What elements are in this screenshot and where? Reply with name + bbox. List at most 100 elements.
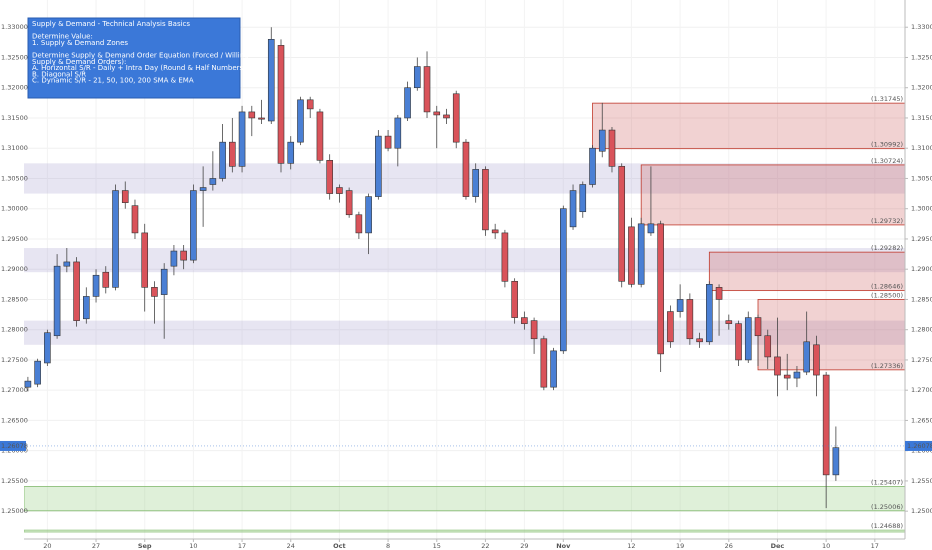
y-tick-label-left: 1.29500	[1, 235, 28, 243]
candle-body	[482, 169, 489, 231]
x-tick-label: 10	[189, 542, 197, 550]
candle-body	[345, 190, 353, 216]
candle-body	[472, 169, 479, 197]
candle-body	[628, 226, 635, 285]
candle-body	[423, 66, 431, 113]
candle-body	[53, 265, 61, 337]
candle-body	[637, 223, 645, 285]
annotation-line: C. Dynamic S/R - 21, 50, 100, 200 SMA & …	[32, 77, 194, 85]
annotation-line: 1. Supply & Demand Zones	[32, 39, 128, 47]
candle-body	[219, 141, 226, 179]
zone-label: (1.28646)	[871, 283, 903, 291]
candle-body	[462, 141, 470, 197]
y-tick-label-left: 1.28000	[1, 326, 28, 334]
y-tick-label-left: 1.27500	[1, 356, 28, 364]
y-tick-label-left: 1.25500	[1, 477, 28, 485]
last-price-badge-left	[0, 440, 26, 451]
candle-body	[696, 338, 703, 343]
candle-body	[83, 296, 90, 320]
candle-body	[735, 323, 742, 361]
x-tick-label: 17	[871, 542, 879, 550]
candle-body	[686, 299, 694, 340]
candle-body	[316, 111, 324, 161]
y-tick-label: 1.25000	[911, 507, 932, 515]
candle-body	[540, 338, 548, 388]
y-tick-label-left: 1.27000	[1, 386, 28, 394]
y-tick-label-left: 1.30000	[1, 205, 28, 213]
last-price-label-left: 1.26078	[1, 442, 28, 450]
supply-zone	[592, 102, 905, 150]
candle-body	[715, 287, 723, 300]
x-tick-label: 22	[481, 542, 489, 550]
y-tick-label: 1.28000	[911, 326, 932, 334]
candle-body	[365, 196, 372, 234]
candle-body	[394, 117, 402, 149]
candle-body	[63, 261, 71, 267]
candle-body	[783, 374, 791, 379]
candle-body	[190, 190, 197, 261]
candle-body	[384, 135, 392, 149]
zone-label: (1.28500)	[871, 291, 903, 299]
candle-body	[511, 280, 518, 318]
candle-body	[112, 190, 119, 288]
candle-body	[550, 350, 557, 388]
candle-body	[813, 344, 820, 376]
candle-body	[160, 268, 168, 295]
level-label: (1.24688)	[871, 522, 903, 530]
y-tick-label: 1.29000	[911, 265, 932, 273]
y-tick-label-left: 1.25000	[1, 507, 28, 515]
zone-label: (1.25407)	[871, 479, 903, 487]
y-tick-label: 1.33000	[911, 23, 932, 31]
x-tick-label: 26	[725, 542, 733, 550]
candle-body	[608, 129, 616, 167]
plot-area	[24, 0, 905, 539]
y-tick-label-left: 1.31000	[1, 144, 28, 152]
x-tick-label: 19	[676, 542, 684, 550]
candle-body	[258, 117, 265, 120]
y-tick-label: 1.25500	[911, 477, 932, 485]
x-tick-label: Nov	[556, 542, 571, 550]
y-tick-label-left: 1.32500	[1, 53, 28, 61]
y-tick-label-left: 1.28500	[1, 295, 28, 303]
candle-body	[706, 284, 713, 343]
candle-body	[121, 190, 129, 203]
candle-body	[667, 311, 674, 343]
candle-body	[248, 111, 256, 119]
candle-body	[73, 261, 80, 321]
candle-body	[560, 208, 567, 352]
annotation-line: B. Diagonal S/R	[32, 70, 86, 78]
candle-body	[375, 135, 382, 197]
candle-body	[404, 87, 411, 119]
candle-body	[452, 93, 460, 143]
last-price-label: 1.26078	[907, 442, 932, 450]
zone-label: (1.25006)	[871, 503, 903, 511]
y-tick-label: 1.32000	[911, 84, 932, 92]
candle-body	[754, 317, 762, 337]
x-tick-label: Oct	[333, 542, 346, 550]
candle-body	[530, 320, 538, 340]
candle-body	[92, 274, 100, 297]
y-tick-label-left: 1.26500	[1, 416, 28, 424]
candle-body	[306, 99, 314, 110]
candle-body	[180, 250, 187, 261]
y-tick-label-left: 1.33000	[1, 23, 28, 31]
y-tick-label: 1.27000	[911, 386, 932, 394]
y-tick-label: 1.29500	[911, 235, 932, 243]
supply-zone	[640, 164, 905, 226]
candle-body	[491, 229, 499, 234]
y-tick-label-left: 1.30500	[1, 174, 28, 182]
candle-body	[287, 141, 295, 164]
candle-body	[34, 360, 41, 385]
candle-body	[170, 250, 178, 267]
x-tick-label: 15	[433, 542, 441, 550]
candle-body	[744, 317, 752, 361]
candle-body	[199, 187, 207, 191]
y-tick-label: 1.30500	[911, 174, 932, 182]
x-tick-label: 29	[520, 542, 528, 550]
candle-body	[803, 341, 810, 373]
y-tick-label-left: 1.32000	[1, 84, 28, 92]
supply-zone	[757, 299, 905, 371]
candle-body	[24, 380, 32, 388]
zone-label: (1.30992)	[871, 141, 903, 149]
